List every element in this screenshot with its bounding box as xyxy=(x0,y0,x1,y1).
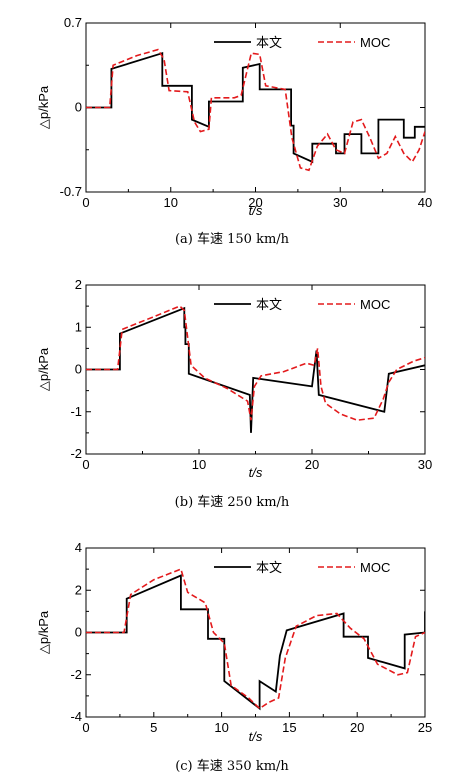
legend: 本文 MOC xyxy=(214,35,390,50)
x-tick-label: 20 xyxy=(248,195,262,210)
series-line-moc xyxy=(86,305,425,422)
y-tick-label: -1 xyxy=(70,404,82,419)
series-line-moc xyxy=(86,48,425,172)
panel-caption: (b) 车速 250 km/h xyxy=(175,494,290,510)
x-tick-label: 20 xyxy=(350,720,364,735)
legend-label-benwen: 本文 xyxy=(256,35,282,50)
series-line-moc xyxy=(86,568,425,710)
y-tick-label: 1 xyxy=(75,319,82,334)
panel-caption: (a) 车速 150 km/h xyxy=(175,231,290,247)
legend: 本文 MOC xyxy=(214,297,390,312)
legend-label-moc: MOC xyxy=(360,297,390,312)
x-tick-label: 10 xyxy=(214,720,228,735)
series-line-benwen xyxy=(86,574,425,711)
x-tick-label: 0 xyxy=(82,457,89,472)
y-tick-label: 0 xyxy=(75,625,82,640)
legend-label-moc: MOC xyxy=(360,35,390,50)
x-tick-label: 40 xyxy=(418,195,432,210)
x-axis-label: t/s xyxy=(249,203,263,218)
series-line-benwen xyxy=(86,51,425,164)
x-tick-label: 0 xyxy=(82,195,89,210)
x-tick-label: 25 xyxy=(418,720,432,735)
y-tick-label: 2 xyxy=(75,582,82,597)
y-tick-label: 0 xyxy=(75,362,82,377)
y-tick-label: -0.7 xyxy=(60,184,82,199)
y-tick-label: -2 xyxy=(70,446,82,461)
y-axis-label: △p/kPa xyxy=(36,610,51,654)
chart-panel-2: 0 10 20 30 -2 -1 0 1 2 本文 MOC t/s △p/kPa (b) 车速 250 k… xyxy=(36,277,432,510)
y-tick-label: 4 xyxy=(75,540,82,555)
x-tick-label: 30 xyxy=(333,195,347,210)
x-tick-label: 10 xyxy=(164,195,178,210)
x-tick-label: 10 xyxy=(192,457,206,472)
y-axis-label: △p/kPa xyxy=(36,347,51,391)
y-tick-label: -2 xyxy=(70,667,82,682)
y-tick-label: -4 xyxy=(70,709,82,724)
x-axis-label: t/s xyxy=(249,729,263,744)
legend-label-benwen: 本文 xyxy=(256,560,282,575)
x-tick-label: 20 xyxy=(305,457,319,472)
legend: 本文 MOC xyxy=(214,560,390,575)
chart-panel-3: 0 5 10 15 20 25 -4 -2 0 2 4 本文 MOC t/s △p/kPa (c) 车速 35… xyxy=(36,540,432,774)
x-tick-label: 15 xyxy=(282,720,296,735)
panel-caption: (c) 车速 350 km/h xyxy=(175,758,289,774)
x-tick-label: 30 xyxy=(418,457,432,472)
y-tick-label: 2 xyxy=(75,277,82,292)
y-tick-label: 0 xyxy=(75,100,82,115)
x-axis-label: t/s xyxy=(249,465,263,480)
legend-label-moc: MOC xyxy=(360,560,390,575)
x-tick-label: 0 xyxy=(82,720,89,735)
series-line-benwen xyxy=(86,306,425,433)
x-tick-label: 5 xyxy=(150,720,157,735)
y-axis-label: △p/kPa xyxy=(36,85,51,129)
y-tick-label: 0.7 xyxy=(64,15,82,30)
legend-label-benwen: 本文 xyxy=(256,297,282,312)
